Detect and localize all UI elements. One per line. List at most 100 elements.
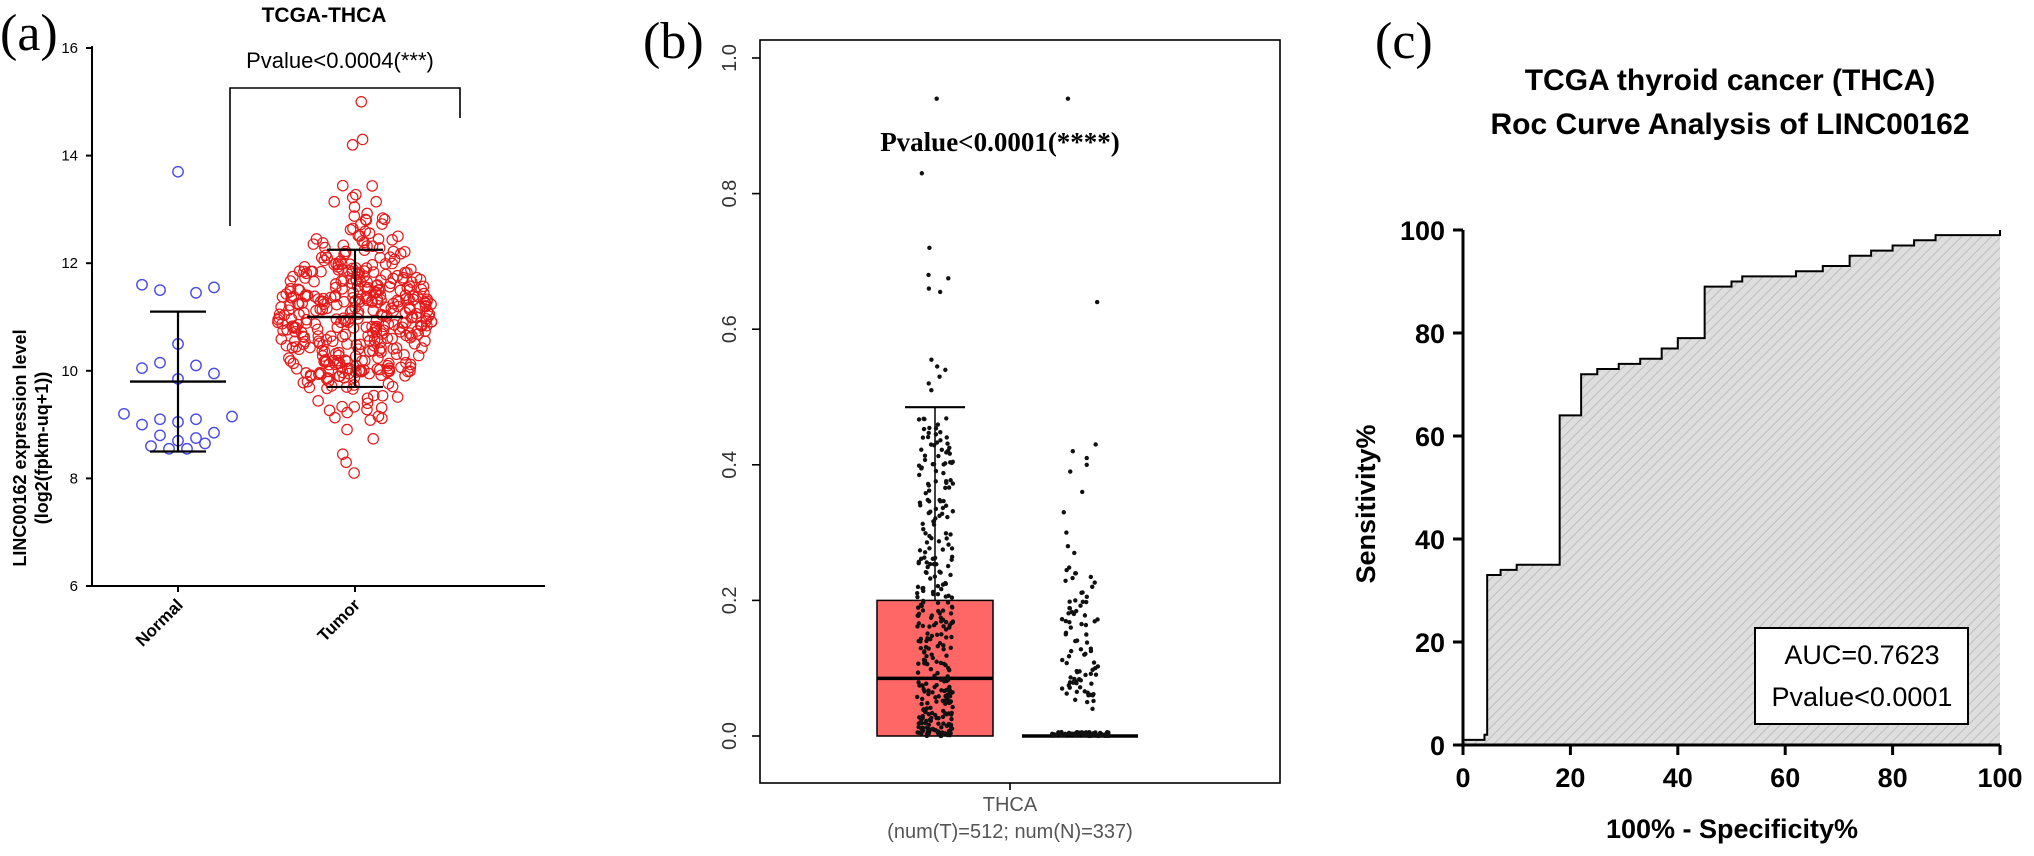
panel-a-points: [118, 96, 438, 479]
panel-b-xlabel-line1: THCA: [983, 794, 1038, 816]
tumor-jitter-point: [937, 611, 942, 616]
tumor-jitter-point: [929, 613, 935, 618]
normal-jitter-point: [1076, 677, 1082, 682]
tumor-data-point: [370, 325, 383, 338]
tumor-jitter-point: [918, 602, 924, 608]
tumor-outlier-point: [927, 245, 932, 251]
tumor-data-point: [336, 448, 349, 460]
tumor-data-point: [371, 363, 384, 375]
tumor-outlier-point: [929, 388, 934, 393]
tumor-jitter-point: [919, 466, 924, 471]
normal-data-point: [154, 429, 166, 442]
tumor-data-point: [361, 403, 373, 416]
tumor-jitter-point: [944, 450, 949, 455]
tumor-data-point: [307, 238, 320, 250]
normal-jitter-point: [1095, 664, 1101, 669]
tumor-data-point: [350, 339, 363, 351]
tumor-jitter-point: [933, 479, 938, 484]
tumor-jitter-point: [945, 514, 950, 520]
tumor-data-point: [284, 285, 296, 298]
normal-outlier-point: [1065, 96, 1071, 101]
tumor-jitter-point: [941, 721, 946, 726]
tumor-data-point: [358, 354, 371, 367]
tumor-data-point: [318, 298, 330, 310]
tumor-data-point: [332, 346, 345, 359]
tumor-jitter-point: [935, 583, 941, 589]
tumor-data-point: [336, 400, 348, 413]
tumor-data-point: [338, 295, 350, 308]
normal-jitter-point: [1074, 689, 1080, 695]
tumor-jitter-point: [933, 695, 938, 700]
normal-jitter-point: [1091, 691, 1096, 697]
tumor-jitter-point: [922, 457, 928, 463]
tumor-data-point: [316, 350, 329, 362]
tumor-data-point: [344, 223, 357, 236]
tumor-jitter-point: [928, 442, 934, 447]
tumor-jitter-point: [916, 621, 922, 626]
normal-outlier-point: [1094, 299, 1100, 305]
panel-c-x-tick-label: 40: [1663, 763, 1693, 793]
tumor-data-point: [272, 313, 284, 326]
tumor-jitter-point: [941, 661, 947, 667]
normal-data-point: [154, 356, 166, 369]
normal-outlier-point: [1073, 598, 1078, 603]
panel-b-boxes: [876, 406, 1138, 738]
tumor-data-point: [316, 303, 329, 316]
tumor-jitter-point: [926, 499, 932, 504]
tumor-jitter-point: [922, 416, 927, 422]
tumor-jitter-point: [918, 636, 924, 642]
tumor-data-point: [324, 291, 337, 304]
tumor-jitter-point: [919, 701, 924, 707]
normal-outlier-point: [1068, 625, 1074, 630]
tumor-jitter-point: [945, 674, 950, 679]
tumor-data-point: [285, 291, 298, 304]
tumor-jitter-point: [942, 688, 947, 694]
normal-jitter-point: [1079, 730, 1085, 735]
normal-outlier-point: [1084, 455, 1089, 461]
normal-outlier-point: [1072, 550, 1077, 556]
tumor-jitter-point: [919, 696, 925, 702]
normal-jitter-point: [1078, 603, 1083, 608]
normal-data-point: [154, 284, 166, 296]
tumor-data-point: [341, 423, 353, 436]
tumor-data-point: [316, 344, 329, 357]
panel-a-y-tick-label: 8: [70, 470, 78, 487]
normal-jitter-point: [1077, 685, 1083, 690]
tumor-data-point: [372, 410, 385, 423]
tumor-jitter-point: [940, 698, 945, 704]
tumor-data-point: [417, 280, 430, 293]
tumor-jitter-point: [917, 683, 922, 688]
normal-jitter-point: [1088, 574, 1094, 580]
tumor-data-point: [328, 195, 341, 208]
tumor-data-point: [329, 411, 341, 424]
tumor-jitter-point: [944, 435, 949, 440]
tumor-jitter-point: [921, 526, 926, 532]
tumor-data-point: [337, 330, 349, 343]
tumor-data-point: [348, 467, 360, 479]
normal-jitter-point: [1099, 733, 1104, 738]
tumor-data-point: [329, 289, 342, 302]
tumor-data-point: [383, 362, 396, 375]
panel-b-y-tick-label: 0.6: [719, 315, 741, 343]
normal-outlier-point: [1083, 672, 1088, 678]
tumor-jitter-point: [945, 441, 950, 446]
tumor-jitter-point: [916, 730, 921, 735]
tumor-data-point: [281, 323, 293, 336]
tumor-jitter-point: [931, 518, 937, 524]
normal-jitter-point: [1093, 732, 1099, 737]
tumor-data-point: [350, 188, 362, 201]
tumor-jitter-point: [933, 426, 939, 431]
tumor-jitter-point: [920, 728, 926, 733]
tumor-data-point: [391, 269, 404, 282]
auc-value-text: AUC=0.7623: [1784, 640, 1939, 670]
tumor-jitter-point: [934, 682, 939, 688]
tumor-jitter-point: [950, 704, 955, 710]
normal-outlier-point: [1061, 510, 1066, 515]
tumor-data-point: [391, 294, 403, 307]
tumor-data-point: [311, 323, 324, 336]
tumor-data-point: [296, 297, 309, 309]
tumor-jitter-point: [936, 539, 942, 544]
tumor-jitter-point: [925, 636, 930, 641]
tumor-outlier-point: [935, 364, 940, 369]
tumor-data-point: [312, 395, 324, 407]
